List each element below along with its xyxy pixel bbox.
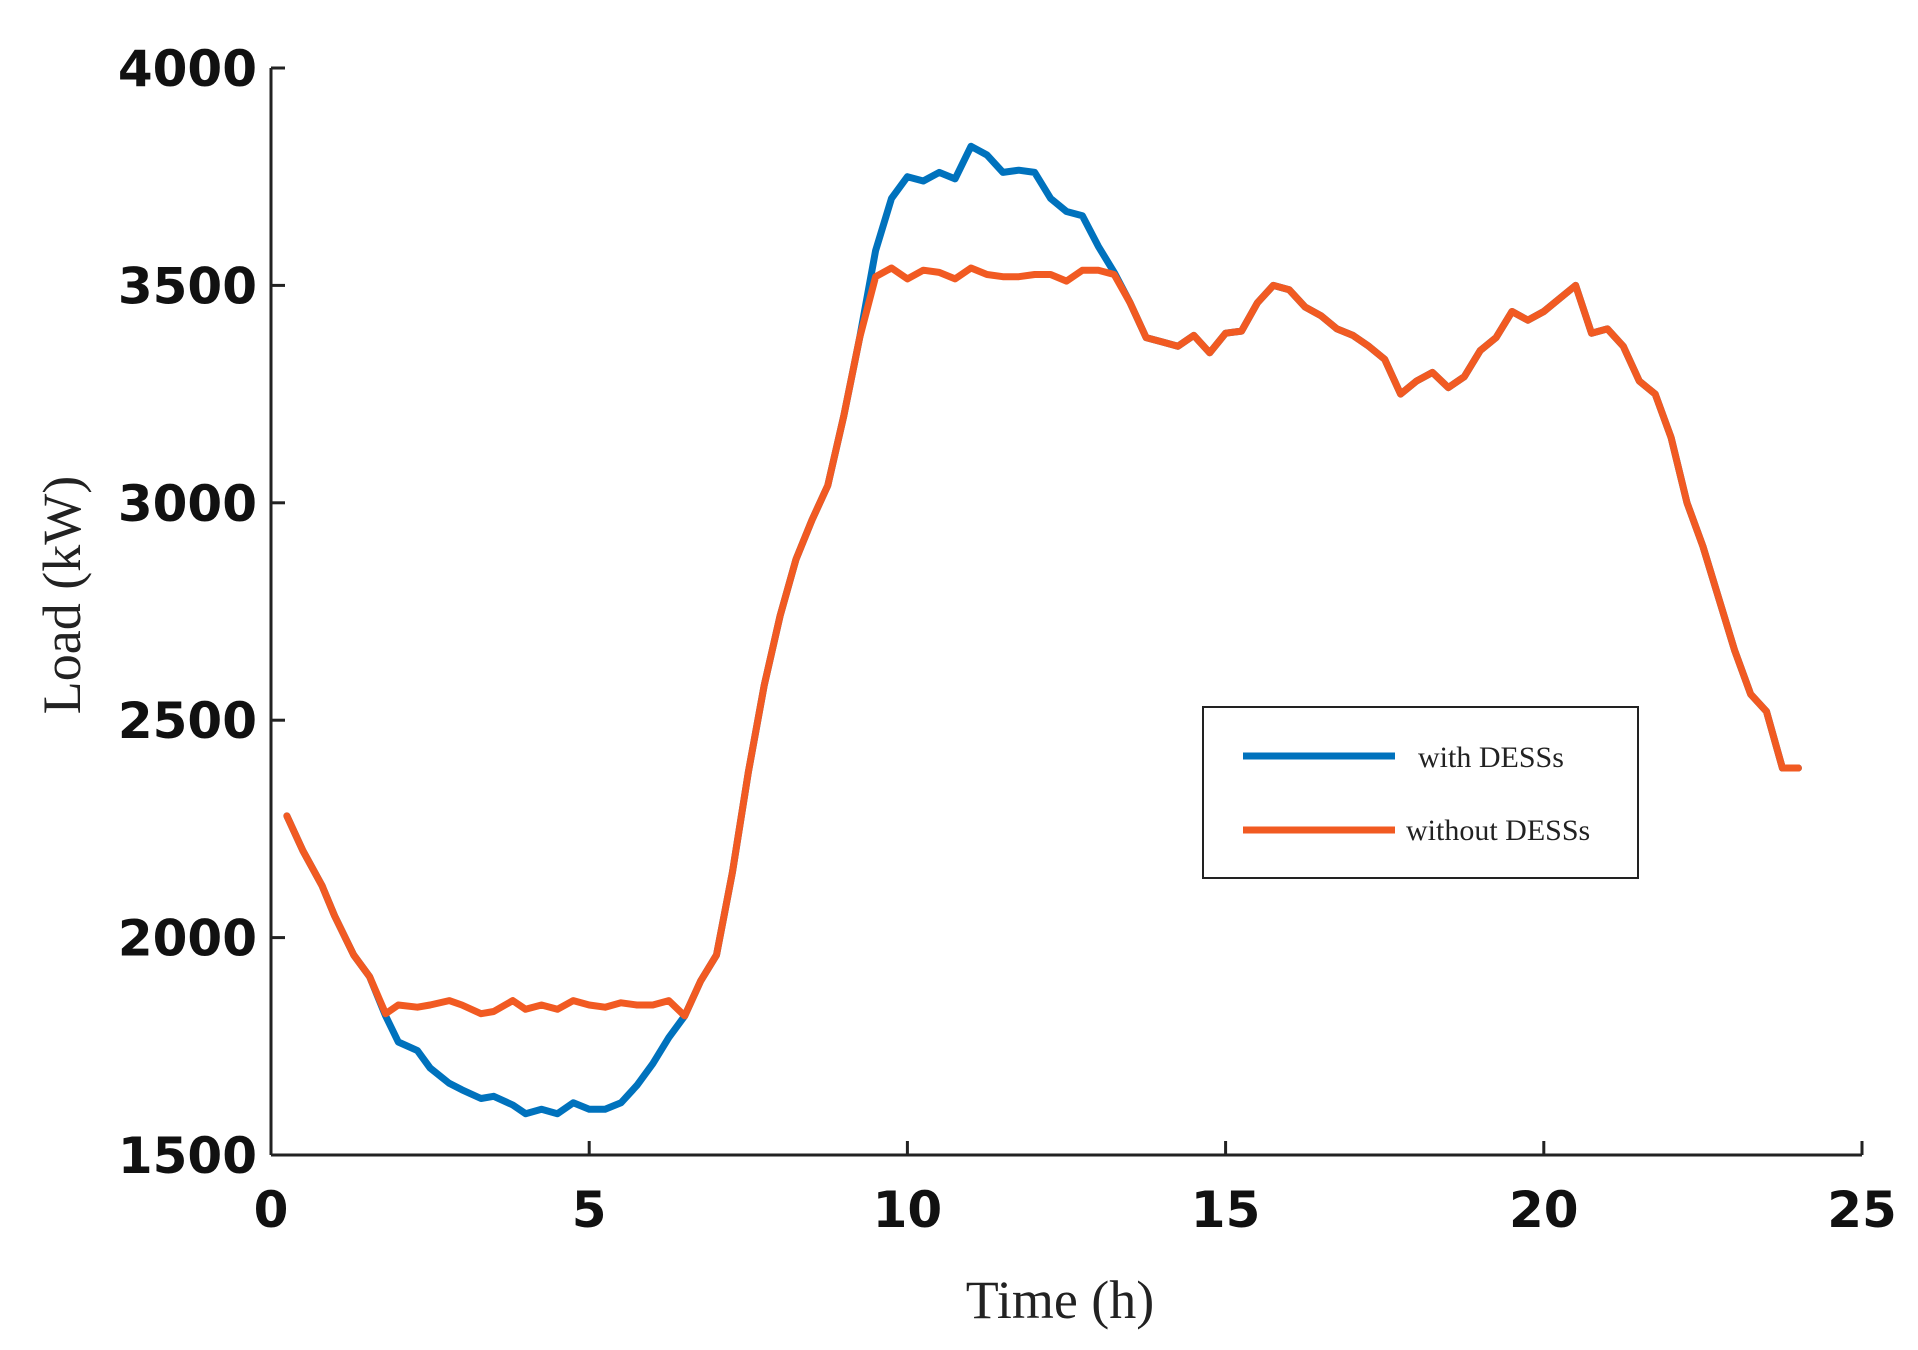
- x-tick-label: 25: [1827, 1181, 1897, 1239]
- x-tick-label: 0: [254, 1181, 289, 1239]
- series-layer: [283, 142, 1802, 1118]
- x-tick-label: 20: [1509, 1181, 1579, 1239]
- legend: with DESSs without DESSs: [1202, 706, 1639, 879]
- x-tick-label: 5: [572, 1181, 607, 1239]
- legend-box: [1202, 706, 1639, 879]
- y-tick-label: 2000: [118, 910, 257, 968]
- y-tick-label: 1500: [118, 1127, 257, 1185]
- legend-label-without-desss: without DESSs: [1406, 814, 1590, 847]
- axes-layer: [269, 68, 1862, 1157]
- series-line-without-desss: [283, 264, 1802, 1020]
- y-tick-label: 2500: [118, 692, 257, 750]
- x-tick-label: 10: [873, 1181, 943, 1239]
- y-ticks: 1500 2000 2500 3000 3500 4000: [118, 40, 285, 1185]
- x-tick-label: 15: [1191, 1181, 1261, 1239]
- x-ticks: 0 5 10 15 20 25: [254, 1141, 1897, 1239]
- y-axis-title: Load (kW): [32, 476, 92, 714]
- x-axis-title: Time (h): [966, 1270, 1155, 1330]
- legend-label-with-desss: with DESSs: [1418, 741, 1564, 774]
- y-tick-label: 3000: [118, 475, 257, 533]
- y-tick-label: 4000: [118, 40, 257, 98]
- y-tick-label: 3500: [118, 257, 257, 315]
